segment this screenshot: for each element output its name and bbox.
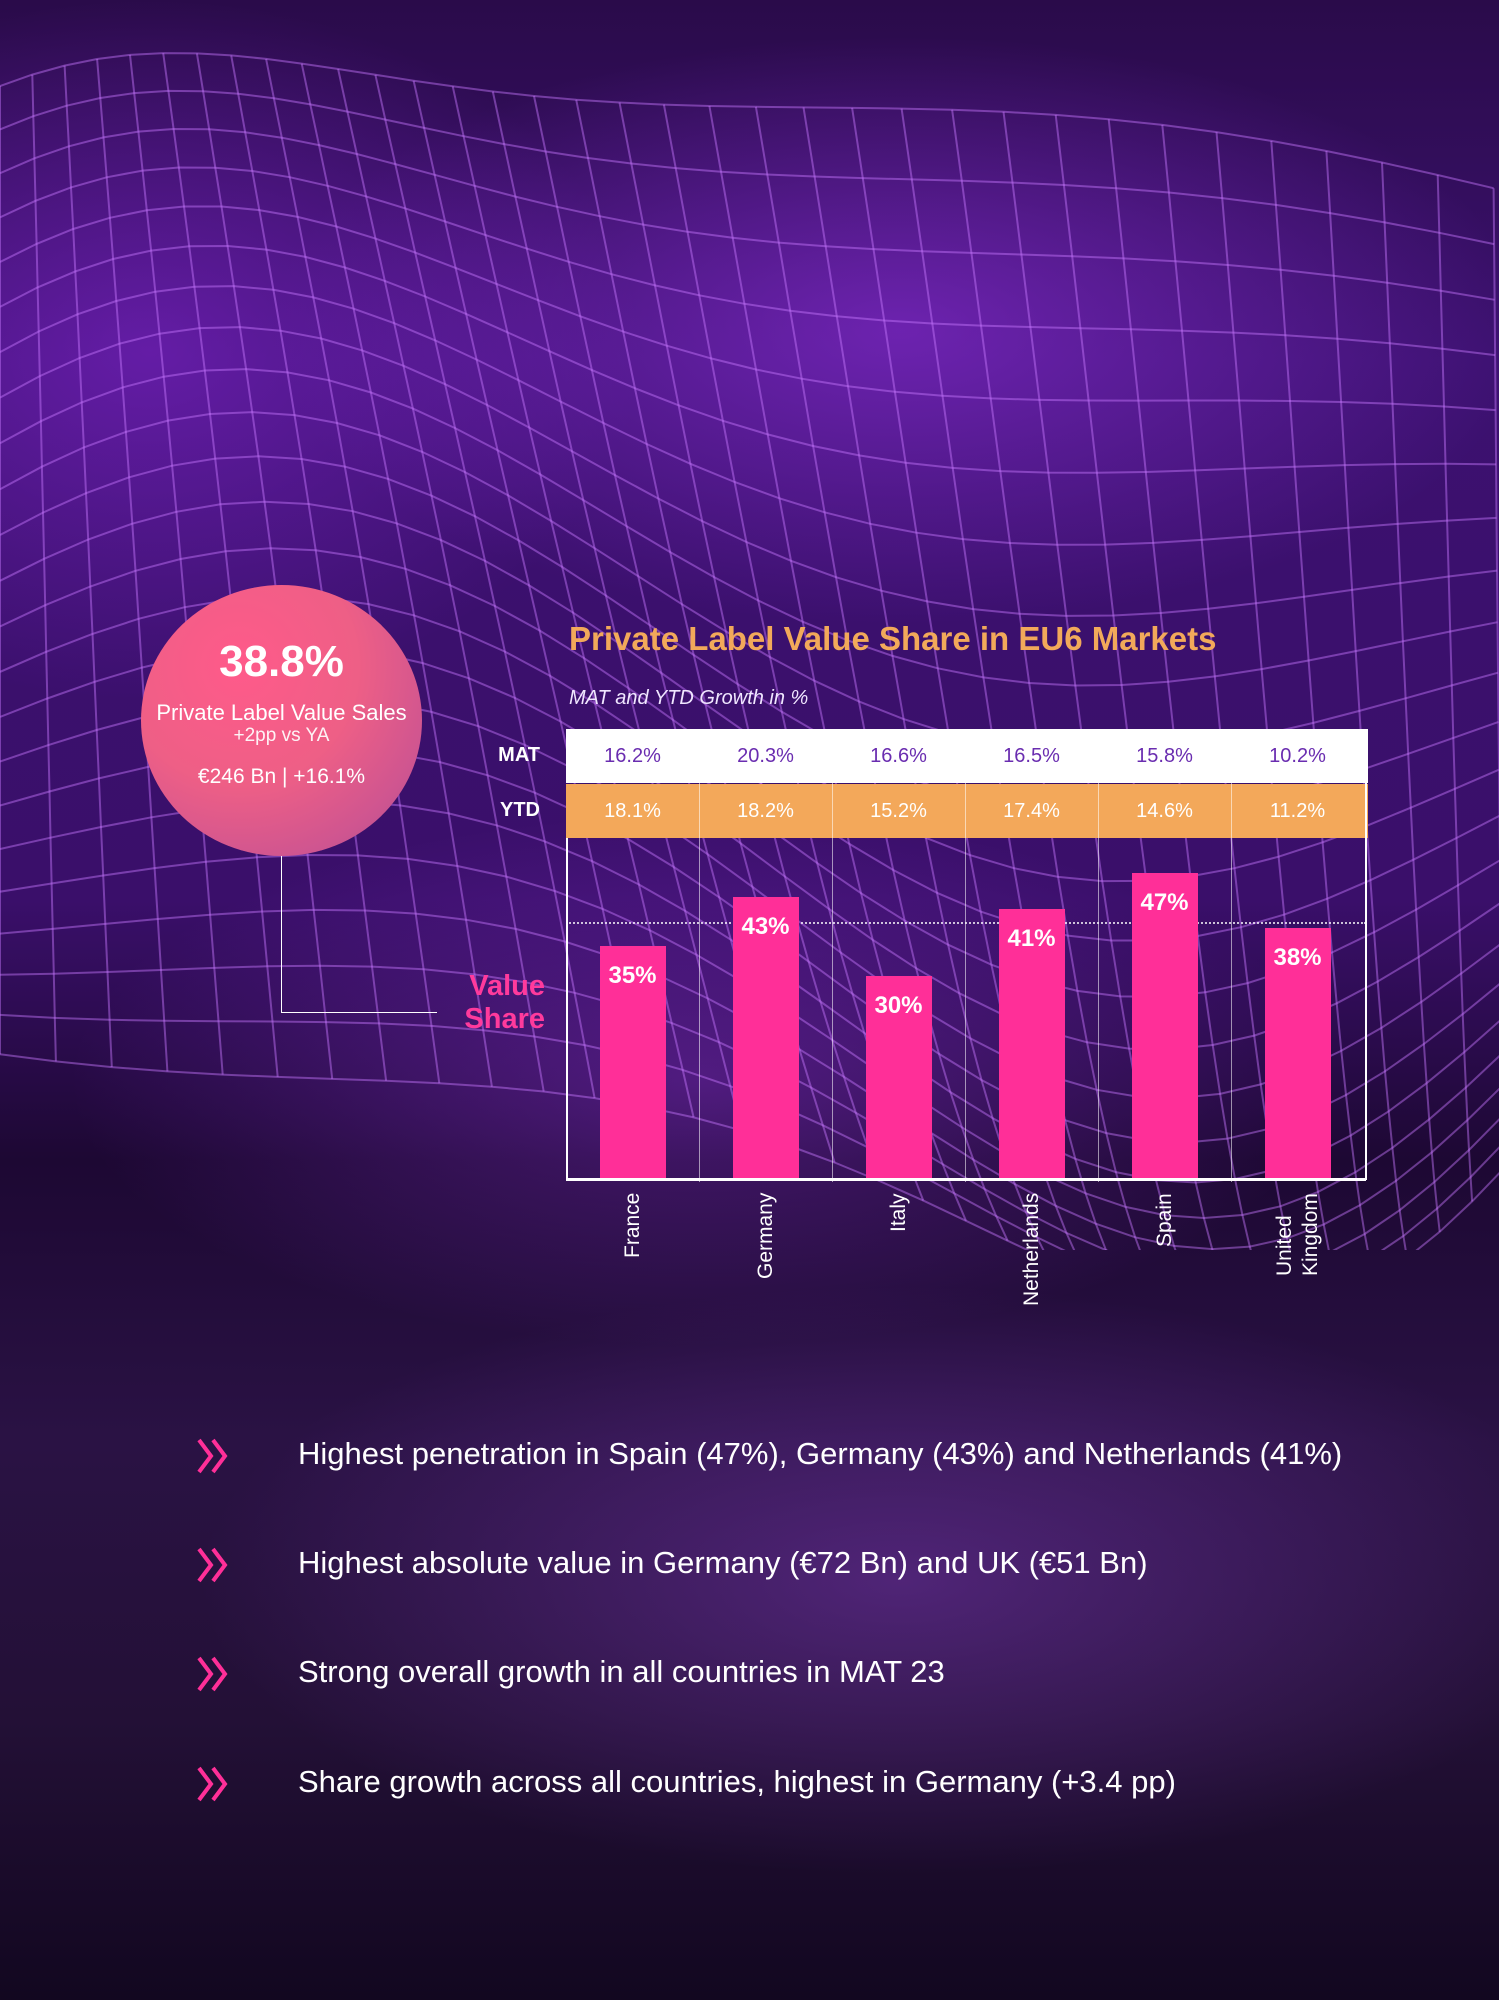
mat-row: 16.2% 20.3% 16.6% 16.5% 15.8% 10.2% — [566, 729, 1368, 783]
mat-value: 16.2% — [604, 745, 661, 767]
x-tick-label: Germany — [753, 1192, 777, 1279]
x-tick-label: United Kingdom — [1272, 1193, 1322, 1276]
bar-value-label: 47% — [1140, 888, 1189, 916]
ytd-value: 18.1% — [604, 800, 661, 822]
bar — [1131, 872, 1198, 1178]
bullet-text: Share growth across all countries, highe… — [298, 1764, 1176, 1799]
bar — [865, 976, 932, 1178]
bar-value-label: 30% — [874, 992, 923, 1020]
bar — [732, 897, 799, 1178]
connector-line — [281, 856, 437, 1013]
mat-value: 20.3% — [737, 745, 794, 767]
x-tick-label: Italy — [886, 1193, 910, 1232]
x-tick-label: Netherlands — [1019, 1192, 1043, 1306]
ytd-value: 15.2% — [870, 800, 927, 822]
bullet-text: Strong overall growth in all countries i… — [298, 1654, 945, 1689]
y-axis-label: Value Share — [464, 970, 545, 1035]
summary-value-growth: €246 Bn | +16.1% — [197, 765, 366, 788]
bullet-item: Highest penetration in Spain (47%), Germ… — [196, 1432, 1396, 1476]
row-label-mat: MAT — [498, 744, 540, 766]
chart-title: Private Label Value Share in EU6 Markets — [569, 620, 1217, 657]
mat-value: 10.2% — [1269, 745, 1326, 767]
column-separator — [699, 729, 700, 1182]
column-separator — [965, 729, 966, 1182]
bar-value-label: 38% — [1273, 943, 1322, 971]
mat-value: 16.6% — [870, 745, 927, 767]
column-separator — [832, 729, 833, 1182]
mat-value: 15.8% — [1136, 745, 1193, 767]
bar-value-label: 35% — [608, 961, 657, 989]
mat-value: 16.5% — [1003, 745, 1060, 767]
chart-subtitle: MAT and YTD Growth in % — [569, 687, 809, 709]
double-chevron-right-icon — [197, 1547, 228, 1583]
bullet-item: Highest absolute value in Germany (€72 B… — [196, 1541, 1396, 1585]
summary-share: 38.8% — [219, 637, 344, 686]
column-separator — [1231, 729, 1232, 1182]
summary-change: +2pp vs YA — [233, 725, 330, 746]
bullet-text: Highest penetration in Spain (47%), Germ… — [298, 1436, 1343, 1471]
double-chevron-right-icon — [197, 1766, 228, 1802]
row-label-ytd: YTD — [500, 799, 540, 821]
bullet-text: Highest absolute value in Germany (€72 B… — [298, 1545, 1148, 1580]
double-chevron-right-icon — [197, 1438, 228, 1474]
bullet-item: Strong overall growth in all countries i… — [196, 1650, 1396, 1694]
bullet-item: Share growth across all countries, highe… — [196, 1760, 1396, 1804]
bar — [998, 909, 1065, 1178]
chart-left-axis — [566, 838, 568, 1180]
ytd-value: 18.2% — [737, 800, 794, 822]
bar — [599, 945, 666, 1178]
bar-value-label: 43% — [741, 913, 790, 941]
x-tick-label: Spain — [1152, 1193, 1176, 1247]
x-tick-label: France — [620, 1192, 644, 1258]
ytd-value: 14.6% — [1136, 800, 1193, 822]
ytd-value: 17.4% — [1003, 800, 1060, 822]
summary-circle: 38.8% Private Label Value Sales +2pp vs … — [141, 585, 422, 856]
chart-baseline — [566, 1178, 1366, 1181]
bar-value-label: 41% — [1007, 925, 1056, 953]
ytd-row: 18.1% 18.2% 15.2% 17.4% 14.6% 11.2% — [566, 784, 1368, 838]
bar — [1264, 927, 1331, 1178]
chart-right-border — [1365, 729, 1367, 1180]
ytd-value: 11.2% — [1269, 800, 1326, 822]
double-chevron-right-icon — [197, 1656, 228, 1692]
summary-label: Private Label Value Sales — [156, 700, 407, 725]
reference-line — [566, 921, 1366, 924]
column-separator — [1098, 729, 1099, 1182]
